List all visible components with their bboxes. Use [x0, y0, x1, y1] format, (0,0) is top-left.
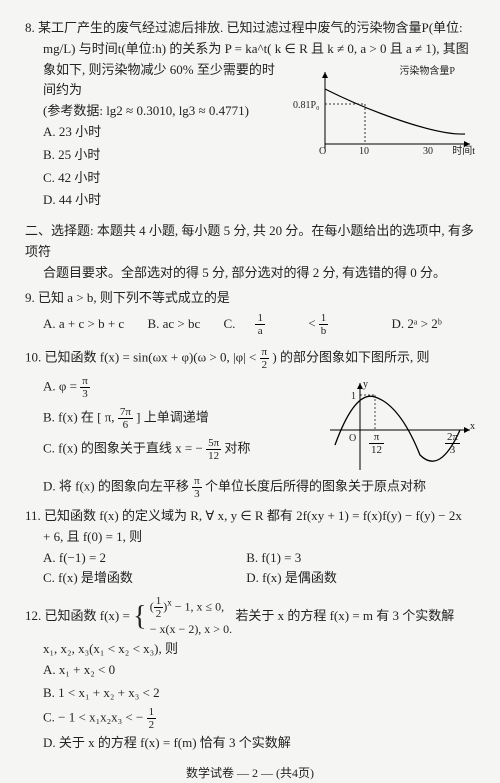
q8-chart-xlabel: 时间t — [452, 144, 475, 160]
q11-optA: A. f(−1) = 2 — [43, 548, 223, 569]
q11-optB: B. f(1) = 3 — [246, 548, 301, 569]
q10-xtick1: π12 — [369, 431, 384, 456]
q8-optB: B. 25 小时 — [43, 145, 305, 166]
q8-optD: D. 44 小时 — [43, 190, 305, 211]
q9-stem: 9. 已知 a > b, 则下列不等式成立的是 — [25, 288, 475, 309]
q12-stem2: x₁, x₂, x₃(x₁ < x₂ < x₃), 则 — [43, 639, 475, 660]
q12-optB: B. 1 < x₁ + x₂ + x₃ < 2 — [43, 683, 475, 704]
q9-optA: A. a + c > b + c — [43, 314, 124, 335]
page-footer: 数学试卷 — 2 — (共4页) — [25, 764, 475, 783]
q8-chart-ylabel: 污染物含量P — [399, 64, 455, 80]
question-8: 8. 某工厂产生的废气经过滤后排放. 已知过滤过程中废气的污染物含量P(单位: … — [25, 18, 475, 213]
q10-chart: y 1 O π12 2π3 x — [325, 375, 475, 475]
q10-ytick: 1 — [351, 389, 356, 405]
q10-stem: 10. 已知函数 f(x) = sin(ωx + φ)(ω > 0, |φ| <… — [25, 346, 475, 371]
q8-optA: A. 23 小时 — [43, 122, 305, 143]
section2-line1: 二、选择题: 本题共 4 小题, 每小题 5 分, 共 20 分。在每小题给出的… — [25, 223, 474, 259]
q12-optD: D. 关于 x 的方程 f(x) = f(m) 恰有 3 个实数解 — [43, 733, 475, 754]
q9-optD: D. 2ᵃ > 2ᵇ — [392, 314, 442, 335]
q10-xtick2: 2π3 — [445, 431, 460, 456]
q10-optD: D. 将 f(x) 的图象向左平移 π3 个单位长度后所得的图象关于原点对称 — [43, 475, 475, 500]
q8-line2: mg/L) 与时间t(单位:h) 的关系为 P = ka^t( k ∈ R 且 … — [43, 39, 475, 60]
q8-optC: C. 42 小时 — [43, 168, 305, 189]
q12-optA: A. x₁ + x₂ < 0 — [43, 660, 475, 681]
question-12: 12. 已知函数 f(x) = { (12)x − 1, x ≤ 0, − x(… — [25, 595, 475, 754]
q8-chart-origin: O — [319, 144, 326, 160]
q12-optC: C. − 1 < x₁x₂x₃ < − 12 — [43, 706, 475, 731]
q10-ylabel: y — [363, 377, 368, 393]
section2-head: 二、选择题: 本题共 4 小题, 每小题 5 分, 共 20 分。在每小题给出的… — [25, 221, 475, 283]
q8-ref: (参考数据: lg2 ≈ 0.3010, lg3 ≈ 0.4771) — [43, 101, 305, 122]
q8-chart: 污染物含量P 0.81P₀ O 10 30 时间t — [305, 64, 475, 159]
q9-optB: B. ac > bc — [147, 314, 200, 335]
question-11: 11. 已知函数 f(x) 的定义域为 R, ∀ x, y ∈ R 都有 2f(… — [25, 506, 475, 589]
q11-stem2: + 6, 且 f(0) = 1, 则 — [43, 527, 475, 548]
q8-chart-ytick: 0.81P₀ — [293, 98, 320, 114]
q11-optD: D. f(x) 是偶函数 — [246, 568, 337, 589]
q10-optC: C. f(x) 的图象关于直线 x = − 5π12 对称 — [43, 437, 325, 462]
q8-chart-xtick2: 30 — [423, 144, 433, 160]
question-10: 10. 已知函数 f(x) = sin(ωx + φ)(ω > 0, |φ| <… — [25, 346, 475, 500]
q11-stem: 11. 已知函数 f(x) 的定义域为 R, ∀ x, y ∈ R 都有 2f(… — [25, 506, 475, 527]
question-9: 9. 已知 a > b, 则下列不等式成立的是 A. a + c > b + c… — [25, 288, 475, 338]
q9-optC: C. 1a < 1b — [224, 312, 369, 337]
q8-line1: 8. 某工厂产生的废气经过滤后排放. 已知过滤过程中废气的污染物含量P(单位: — [25, 18, 475, 39]
q8-line4: 间约为 — [43, 80, 305, 101]
q8-chart-xtick1: 10 — [359, 144, 369, 160]
q10-xlabel: x — [470, 419, 475, 435]
q8-line3: 象如下, 则污染物减少 60% 至少需要的时 — [43, 60, 305, 81]
q12-stem: 12. 已知函数 f(x) = { (12)x − 1, x ≤ 0, − x(… — [25, 595, 475, 639]
section2-line2: 合题目要求。全部选对的得 5 分, 部分选对的得 2 分, 有选错的得 0 分。 — [43, 265, 446, 280]
q10-optB: B. f(x) 在 [ π, 7π6 ] 上单调递增 — [43, 406, 325, 431]
q10-origin: O — [349, 431, 356, 447]
q10-optA: A. φ = π3 — [43, 375, 325, 400]
q11-optC: C. f(x) 是增函数 — [43, 568, 223, 589]
